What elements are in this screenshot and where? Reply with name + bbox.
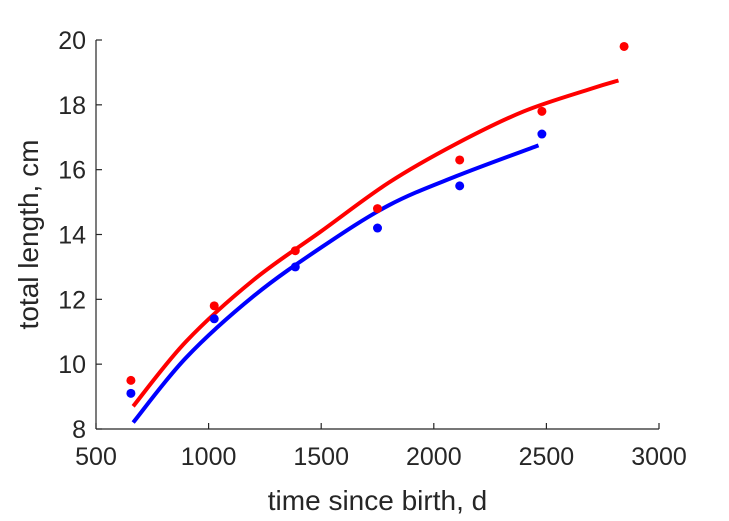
y-tick-label: 20 — [58, 27, 86, 55]
y-tick-label: 14 — [58, 222, 86, 250]
y-tick-label: 18 — [58, 92, 86, 120]
data-point-series-1 — [455, 155, 465, 165]
y-axis-label: total length, cm — [13, 140, 44, 330]
data-point-series-1 — [126, 375, 136, 385]
data-points — [126, 41, 629, 398]
data-point-series-1 — [290, 246, 300, 256]
data-point-series-1 — [619, 41, 629, 51]
x-tick-label: 2500 — [519, 443, 575, 471]
data-point-series-2 — [537, 129, 547, 139]
fit-line-series-1 — [131, 78, 620, 408]
x-tick-label: 3000 — [631, 443, 687, 471]
data-point-series-2 — [373, 223, 382, 233]
y-tick-label: 8 — [72, 416, 86, 444]
x-tick-label: 1000 — [181, 443, 237, 471]
x-tick-label: 1500 — [293, 443, 349, 471]
fit-line-series-2 — [131, 143, 540, 424]
x-tick-label: 500 — [75, 443, 117, 471]
data-point-series-2 — [126, 388, 136, 398]
axes: 500 1000 1500 2000 2500 3000 8 10 12 14 16 18 20 — [58, 27, 687, 471]
x-axis-label: time since birth, d — [268, 485, 487, 516]
data-point-series-1 — [537, 106, 547, 116]
y-tick-label: 10 — [58, 351, 86, 379]
fit-lines — [131, 78, 620, 424]
y-tick-label: 12 — [58, 286, 86, 314]
y-tick-label: 16 — [58, 157, 86, 185]
data-point-series-2 — [455, 181, 465, 191]
data-point-series-1 — [373, 204, 382, 214]
data-point-series-1 — [209, 301, 219, 311]
x-tick-label: 2000 — [406, 443, 462, 471]
data-point-series-2 — [290, 262, 300, 272]
data-point-series-2 — [209, 314, 219, 324]
